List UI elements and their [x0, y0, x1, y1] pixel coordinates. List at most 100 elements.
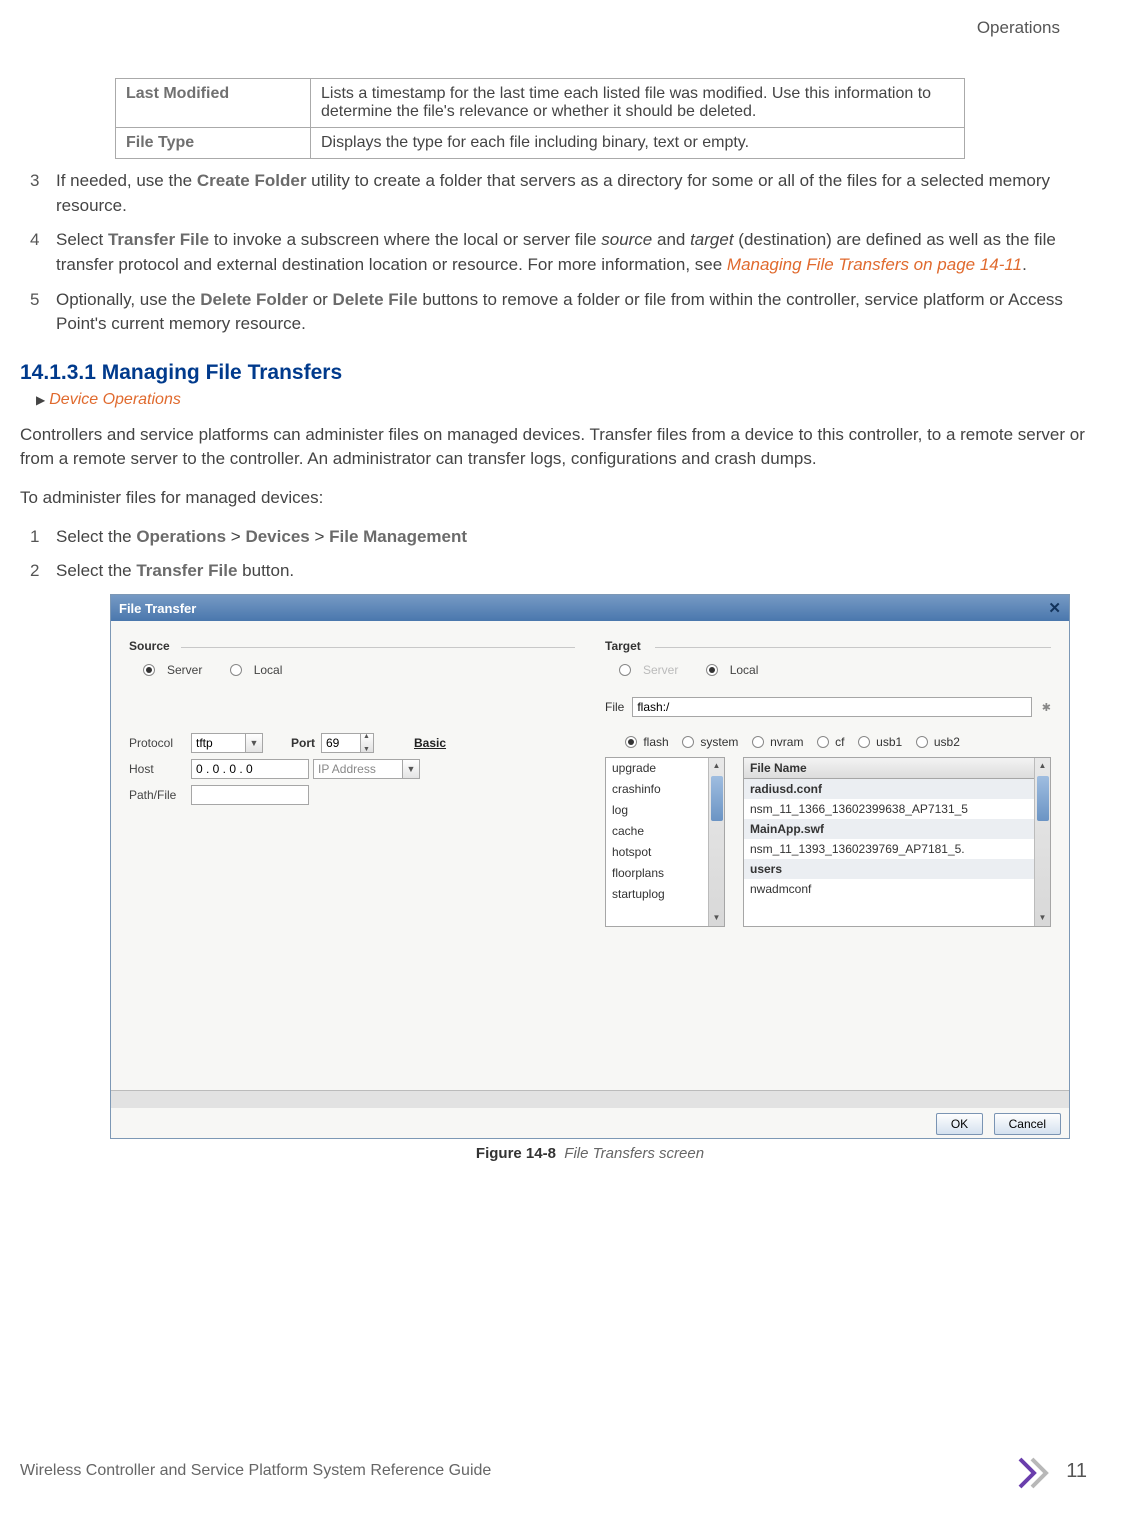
step-4: 4 Select Transfer File to invoke a subsc… — [20, 228, 1105, 277]
table-row: File Type Displays the type for each fil… — [116, 128, 965, 159]
clear-icon[interactable]: ✱ — [1042, 701, 1051, 714]
port-label: Port — [291, 736, 315, 750]
radio-icon — [858, 736, 870, 748]
step-list-a: 3 If needed, use the Create Folder utili… — [20, 169, 1105, 337]
source-mode-radios: Server Local — [143, 663, 575, 677]
delete-folder-ref: Delete Folder — [200, 290, 308, 309]
breadcrumb: ▶Device Operations — [36, 391, 1105, 409]
chevron-down-icon[interactable]: ▼ — [245, 733, 263, 753]
transfer-file-ref: Transfer File — [108, 230, 209, 249]
list-item[interactable]: crashinfo — [606, 779, 724, 800]
radio-icon — [625, 736, 637, 748]
file-list[interactable]: File Name radiusd.conf nsm_11_1366_13602… — [743, 757, 1051, 927]
list-item[interactable]: log — [606, 800, 724, 821]
paragraph: Controllers and service platforms can ad… — [20, 423, 1105, 472]
list-item[interactable]: nsm_11_1393_1360239769_AP7181_5. — [744, 839, 1050, 859]
source-panel: Source Server Local Protocol ▼ Port Basi… — [129, 639, 575, 927]
radio-icon — [817, 736, 829, 748]
page-number: 11 — [1066, 1460, 1087, 1483]
cancel-button[interactable]: Cancel — [994, 1113, 1061, 1135]
step-2: 2 Select the Transfer File button. — [20, 559, 1105, 584]
section-heading: 14.1.3.1 Managing File Transfers — [20, 361, 1105, 385]
step-5: 5 Optionally, use the Delete Folder or D… — [20, 288, 1105, 337]
host-label: Host — [129, 762, 191, 776]
radio-flash[interactable]: flash — [625, 735, 669, 749]
basic-link[interactable]: Basic — [414, 736, 446, 750]
close-icon[interactable]: ✕ — [1048, 599, 1061, 617]
chevron-icon — [1014, 1451, 1054, 1491]
page-number-group: 11 — [1014, 1451, 1087, 1491]
radio-icon — [752, 736, 764, 748]
list-item[interactable]: nwadmconf — [744, 879, 1050, 899]
status-bar — [111, 1090, 1069, 1108]
list-item[interactable]: upgrade — [606, 758, 724, 779]
protocol-select[interactable] — [191, 733, 246, 753]
port-input[interactable] — [321, 733, 361, 753]
xref-managing-file-transfers[interactable]: Managing File Transfers on page 14-11 — [727, 255, 1022, 274]
radio-usb2[interactable]: usb2 — [916, 735, 960, 749]
dialog-buttons: OK Cancel — [930, 1113, 1061, 1135]
directory-list[interactable]: upgrade crashinfo log cache hotspot floo… — [605, 757, 725, 927]
list-item[interactable]: hotspot — [606, 842, 724, 863]
host-type-select[interactable] — [313, 759, 403, 779]
host-row: Host ▼ — [129, 759, 575, 779]
radio-icon — [916, 736, 928, 748]
host-input[interactable] — [191, 759, 309, 779]
target-panel: Target Server Local File ✱ flash system … — [605, 639, 1051, 927]
file-transfer-window: File Transfer ✕ Source Server Local Prot… — [110, 594, 1070, 1139]
paragraph: To administer files for managed devices: — [20, 486, 1105, 511]
step-number: 5 — [30, 288, 39, 313]
radio-nvram[interactable]: nvram — [752, 735, 804, 749]
figure-caption: Figure 14-8 File Transfers screen — [110, 1145, 1070, 1162]
page-content: Last Modified Lists a timestamp for the … — [0, 78, 1125, 1162]
list-item[interactable]: nsm_11_1366_13602399638_AP7131_5 — [744, 799, 1050, 819]
figure-title: File Transfers screen — [564, 1145, 704, 1162]
file-list-header: File Name — [744, 758, 1050, 779]
radio-target-server[interactable]: Server — [619, 663, 690, 677]
page-footer: Wireless Controller and Service Platform… — [0, 1451, 1125, 1491]
step-number: 1 — [30, 525, 39, 550]
radio-icon — [682, 736, 694, 748]
scrollbar[interactable]: ▲▼ — [1034, 758, 1050, 926]
list-item[interactable]: floorplans — [606, 863, 724, 884]
delete-file-ref: Delete File — [333, 290, 418, 309]
term-cell: File Type — [116, 128, 311, 159]
list-item[interactable]: startuplog — [606, 884, 724, 905]
radio-cf[interactable]: cf — [817, 735, 845, 749]
running-header: Operations — [0, 0, 1125, 38]
desc-cell: Displays the type for each file includin… — [311, 128, 965, 159]
ok-button[interactable]: OK — [936, 1113, 983, 1135]
step-number: 3 — [30, 169, 39, 194]
figure-file-transfer: File Transfer ✕ Source Server Local Prot… — [110, 594, 1070, 1162]
target-file-row: File ✱ — [605, 697, 1051, 717]
radio-usb1[interactable]: usb1 — [858, 735, 902, 749]
list-item[interactable]: radiusd.conf — [744, 779, 1050, 799]
step-3: 3 If needed, use the Create Folder utili… — [20, 169, 1105, 218]
list-item[interactable]: MainApp.swf — [744, 819, 1050, 839]
step-1: 1 Select the Operations > Devices > File… — [20, 525, 1105, 550]
file-path-input[interactable] — [632, 697, 1031, 717]
create-folder-ref: Create Folder — [197, 171, 307, 190]
source-legend: Source — [129, 639, 575, 653]
spinner-icon[interactable] — [360, 733, 374, 753]
window-title: File Transfer — [119, 601, 196, 616]
scrollbar[interactable]: ▲▼ — [708, 758, 724, 926]
radio-target-local[interactable]: Local — [706, 663, 771, 677]
target-legend: Target — [605, 639, 1051, 653]
radio-source-server[interactable]: Server — [143, 663, 214, 677]
step-number: 4 — [30, 228, 39, 253]
path-input[interactable] — [191, 785, 309, 805]
breadcrumb-link[interactable]: Device Operations — [49, 391, 181, 408]
radio-system[interactable]: system — [682, 735, 738, 749]
list-item[interactable]: cache — [606, 821, 724, 842]
footer-text: Wireless Controller and Service Platform… — [20, 1462, 491, 1480]
table-row: Last Modified Lists a timestamp for the … — [116, 79, 965, 128]
figure-label: Figure 14-8 — [476, 1145, 556, 1162]
radio-source-local[interactable]: Local — [230, 663, 295, 677]
target-mode-radios: Server Local — [619, 663, 1051, 677]
list-item[interactable]: users — [744, 859, 1050, 879]
radio-icon — [143, 664, 155, 676]
chevron-down-icon[interactable]: ▼ — [402, 759, 420, 779]
path-row: Path/File — [129, 785, 575, 805]
radio-icon — [619, 664, 631, 676]
